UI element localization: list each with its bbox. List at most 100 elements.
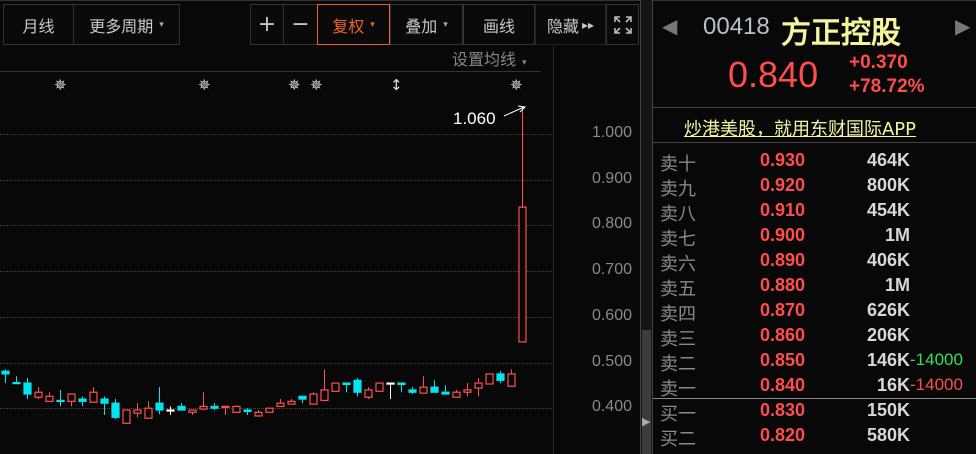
candle[interactable] bbox=[144, 401, 153, 419]
candle[interactable] bbox=[34, 387, 43, 400]
candle[interactable] bbox=[265, 407, 274, 413]
ask-row[interactable]: 卖二 0.850 146K -14000 bbox=[660, 350, 976, 375]
candle[interactable] bbox=[155, 387, 164, 415]
level-label: 卖三 bbox=[660, 329, 696, 349]
candle-body bbox=[265, 407, 274, 413]
candle[interactable] bbox=[243, 408, 252, 416]
candle[interactable] bbox=[375, 382, 384, 392]
candle[interactable] bbox=[298, 395, 307, 404]
candle[interactable] bbox=[397, 382, 406, 393]
candle[interactable] bbox=[100, 396, 109, 416]
level-volume: 1M bbox=[884, 225, 910, 245]
next-stock-button[interactable]: ▶ bbox=[955, 14, 971, 38]
candle[interactable] bbox=[232, 405, 241, 413]
ask-row[interactable]: 卖八 0.910 454K bbox=[660, 200, 976, 225]
month-line-button[interactable]: 月线 bbox=[3, 4, 74, 45]
ask-row[interactable]: 卖七 0.900 1M bbox=[660, 225, 976, 250]
candle-body bbox=[364, 389, 373, 398]
candle[interactable] bbox=[12, 376, 21, 385]
candle[interactable] bbox=[309, 392, 318, 405]
more-periods-dropdown[interactable]: 更多周期 ▾ bbox=[73, 4, 180, 45]
event-marker-icon[interactable]: ✵ bbox=[510, 76, 523, 94]
adjust-dropdown[interactable]: 复权 ▾ bbox=[317, 4, 390, 45]
candle[interactable] bbox=[1, 369, 10, 384]
candle[interactable] bbox=[485, 373, 494, 385]
fullscreen-button[interactable] bbox=[606, 4, 639, 45]
overlay-dropdown[interactable]: 叠加 ▾ bbox=[390, 4, 463, 45]
expand-panel-icon[interactable]: ▶ bbox=[642, 415, 651, 428]
candle[interactable] bbox=[518, 106, 527, 343]
ask-row[interactable]: 卖四 0.870 626K bbox=[660, 300, 976, 325]
scrollbar-thumb[interactable] bbox=[642, 330, 651, 454]
candle[interactable] bbox=[507, 369, 516, 387]
candle[interactable] bbox=[210, 403, 219, 411]
hide-button[interactable]: 隐藏 ▸▸ bbox=[535, 4, 606, 45]
candle[interactable] bbox=[177, 403, 186, 411]
level-price: 0.820 bbox=[760, 425, 806, 445]
candle[interactable] bbox=[199, 392, 208, 411]
event-marker-icon[interactable]: ✵ bbox=[54, 76, 67, 94]
scrollbar-track[interactable] bbox=[641, 0, 652, 454]
draw-line-button[interactable]: 画线 bbox=[463, 4, 535, 45]
candle-body bbox=[408, 389, 417, 393]
candle[interactable] bbox=[45, 392, 54, 402]
candle[interactable] bbox=[67, 393, 76, 407]
ma-settings-dropdown[interactable]: 设置均线 ▾ bbox=[452, 46, 527, 70]
candle[interactable] bbox=[408, 387, 417, 395]
candle[interactable] bbox=[78, 396, 87, 407]
split-marker-icon[interactable]: ↕ bbox=[390, 76, 403, 94]
candle[interactable] bbox=[166, 406, 175, 416]
candle[interactable] bbox=[89, 387, 98, 403]
level-label: 卖九 bbox=[660, 179, 696, 199]
event-marker-icon[interactable]: ✵ bbox=[288, 76, 301, 94]
candle[interactable] bbox=[111, 399, 120, 420]
candle[interactable] bbox=[474, 378, 483, 397]
candle[interactable] bbox=[419, 376, 428, 394]
candle[interactable] bbox=[452, 389, 461, 398]
level-price: 0.880 bbox=[760, 275, 806, 295]
promo-link[interactable]: 炒港美股，就用东财国际APP bbox=[684, 119, 917, 140]
level-label: 卖八 bbox=[660, 204, 696, 224]
level-price: 0.860 bbox=[760, 325, 806, 345]
event-marker-icon[interactable]: ✵ bbox=[198, 76, 211, 94]
candle[interactable] bbox=[254, 410, 263, 417]
candle[interactable] bbox=[133, 403, 142, 418]
level-volume: 206K bbox=[866, 325, 910, 345]
chart-axis-divider bbox=[553, 46, 554, 454]
bid-row[interactable]: 买二 0.820 580K bbox=[660, 425, 976, 450]
candle[interactable] bbox=[496, 371, 505, 384]
ask-row[interactable]: 卖十 0.930 464K bbox=[660, 150, 976, 175]
candle[interactable] bbox=[23, 378, 32, 400]
prev-stock-button[interactable]: ◀ bbox=[662, 14, 678, 38]
level-volume: 454K bbox=[866, 200, 910, 220]
zoom-out-button[interactable]: − bbox=[283, 4, 318, 45]
ask-row[interactable]: 卖一 0.840 16K -14000 bbox=[660, 375, 976, 400]
candle[interactable] bbox=[56, 389, 65, 407]
candle[interactable] bbox=[331, 382, 340, 392]
ask-row[interactable]: 卖五 0.880 1M bbox=[660, 275, 976, 300]
candle[interactable] bbox=[122, 409, 131, 424]
ma-settings-label: 设置均线 bbox=[452, 50, 517, 69]
candlestick-chart[interactable] bbox=[0, 0, 553, 454]
candle[interactable] bbox=[221, 405, 230, 416]
candle[interactable] bbox=[353, 378, 362, 397]
candle[interactable] bbox=[188, 409, 197, 416]
candle[interactable] bbox=[364, 387, 373, 400]
ask-row[interactable]: 卖六 0.890 406K bbox=[660, 250, 976, 275]
candle-body bbox=[243, 409, 252, 412]
candle[interactable] bbox=[430, 380, 439, 393]
candle[interactable] bbox=[441, 385, 450, 395]
candle-body bbox=[100, 398, 109, 404]
candle[interactable] bbox=[342, 382, 351, 393]
candle[interactable] bbox=[276, 399, 285, 407]
y-tick-label: 0.700 bbox=[591, 261, 632, 279]
candle[interactable] bbox=[320, 369, 329, 402]
candle[interactable] bbox=[287, 399, 296, 405]
bid-row[interactable]: 买一 0.830 150K bbox=[660, 400, 976, 425]
ask-row[interactable]: 卖三 0.860 206K bbox=[660, 325, 976, 350]
event-marker-icon[interactable]: ✵ bbox=[310, 76, 323, 94]
candle[interactable] bbox=[386, 382, 395, 400]
zoom-in-button[interactable]: + bbox=[250, 4, 284, 45]
ask-row[interactable]: 卖九 0.920 800K bbox=[660, 175, 976, 200]
candle[interactable] bbox=[463, 383, 472, 397]
